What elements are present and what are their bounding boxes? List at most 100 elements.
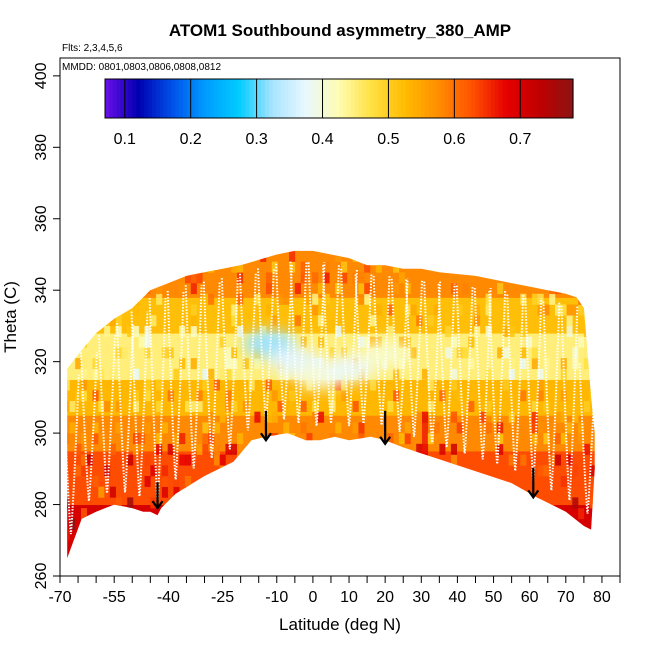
field-cell — [219, 465, 226, 477]
field-cell — [439, 475, 446, 487]
field-cell — [526, 508, 533, 520]
field-cell — [173, 250, 180, 252]
field-cell — [306, 433, 313, 445]
arrow-head — [151, 500, 164, 511]
field-cell — [537, 368, 544, 380]
field-cell — [80, 368, 88, 380]
field-cell — [508, 529, 515, 541]
field-cell — [410, 304, 417, 316]
field-cell — [364, 283, 371, 295]
field-cell — [554, 550, 562, 559]
field-cell — [572, 358, 579, 370]
field-cell — [80, 518, 88, 530]
y-tick-label: 340 — [33, 277, 50, 304]
field-cell — [531, 411, 538, 423]
field-cell — [595, 380, 601, 391]
field-cell — [404, 422, 411, 434]
colorbar-segment — [210, 79, 215, 118]
field-cell — [381, 443, 388, 455]
field-cell — [543, 518, 550, 530]
colorbar-segment — [553, 79, 558, 118]
field-cell — [566, 250, 573, 252]
colorbar-segment — [405, 79, 410, 118]
field-cell — [560, 411, 567, 423]
colorbar-segment — [218, 79, 223, 118]
field-cell — [450, 529, 457, 541]
colorbar-segment — [222, 79, 227, 118]
field-cell — [271, 315, 278, 327]
colorbar-segment — [186, 79, 192, 118]
flight-track — [148, 298, 167, 502]
field-cell — [219, 336, 226, 348]
field-cell — [502, 550, 510, 559]
field-cell — [92, 272, 99, 284]
field-cell — [566, 422, 573, 434]
colorbar-segment — [202, 79, 207, 118]
flight-track — [61, 374, 80, 535]
field-cell — [398, 379, 405, 391]
field-cell — [67, 379, 70, 391]
field-cell — [173, 433, 180, 445]
colorbar-segment — [565, 79, 570, 118]
field-cell — [115, 325, 122, 337]
colorbar-frame — [104, 78, 574, 119]
field-cell — [190, 272, 197, 284]
field-cell — [578, 550, 585, 559]
field-cell — [132, 293, 140, 305]
field-cell — [196, 272, 203, 284]
colorbar-segment — [276, 79, 282, 118]
field-cell — [595, 487, 601, 498]
field-cell — [427, 486, 434, 498]
field-cell — [254, 497, 261, 509]
field-cell — [358, 272, 365, 284]
field-cell — [433, 475, 440, 487]
field-cell — [225, 347, 232, 359]
field-cell — [456, 422, 463, 434]
colorbar-segment — [362, 79, 367, 118]
field-cell — [341, 379, 348, 391]
colorbar-segment — [370, 79, 375, 118]
colorbar-segment — [241, 79, 246, 118]
field-cell — [237, 518, 244, 530]
field-cell — [578, 433, 585, 445]
field-cell — [67, 497, 70, 509]
field-cell — [502, 379, 510, 391]
colorbar-segment — [307, 79, 313, 118]
field-cell — [497, 422, 504, 434]
flight-track — [322, 265, 340, 424]
field-cell — [75, 304, 82, 316]
field-cell — [508, 250, 515, 252]
colorbar-segment — [510, 79, 516, 118]
field-cell — [439, 486, 446, 498]
field-cell — [358, 293, 365, 305]
colorbar-segment — [147, 79, 153, 118]
colorbar-segment — [136, 79, 141, 118]
field-cell — [80, 358, 88, 370]
field-cell — [306, 315, 313, 327]
colorbar-segment — [339, 79, 344, 118]
colorbar-segment — [530, 79, 535, 118]
field-cell — [497, 283, 504, 295]
arrow-head — [379, 436, 392, 446]
field-cell — [202, 250, 209, 262]
field-cell — [369, 497, 377, 509]
field-cell — [242, 358, 249, 370]
field-cell — [312, 304, 319, 316]
field-cell — [491, 518, 498, 530]
field-cell — [231, 529, 238, 541]
field-cell — [335, 250, 342, 262]
field-cell — [554, 304, 562, 316]
field-cell — [456, 304, 463, 316]
colorbar-segment — [557, 79, 562, 118]
field-cell — [161, 272, 168, 284]
field-cell — [86, 550, 93, 559]
field-cell — [537, 250, 544, 252]
dates-note: MMDD: 0801,0803,0806,0808,0812 — [62, 62, 221, 73]
field-cell — [144, 454, 151, 466]
arrow-head — [527, 489, 540, 500]
x-tick-label: 40 — [449, 589, 467, 606]
field-cell — [237, 325, 244, 337]
field-cell — [294, 283, 301, 295]
colorbar-segment — [159, 79, 165, 118]
field-cell — [156, 400, 163, 412]
